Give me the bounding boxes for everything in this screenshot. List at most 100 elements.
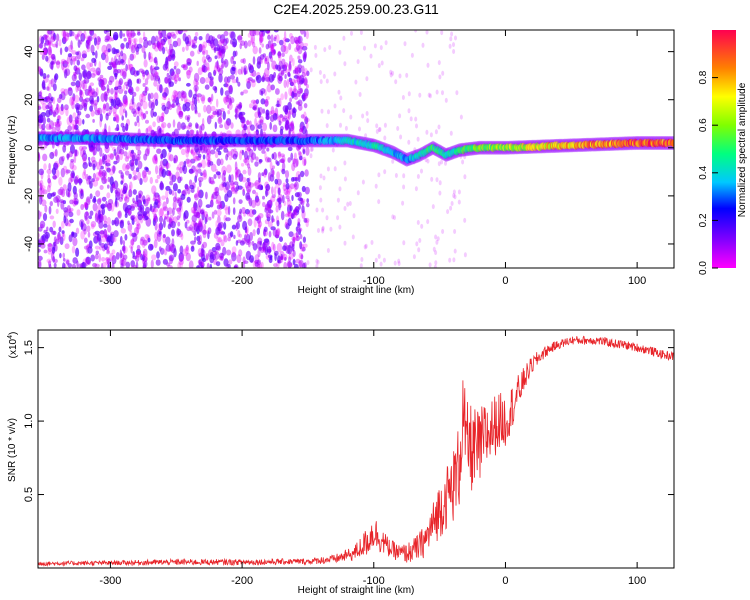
spectrogram-cell — [122, 84, 126, 92]
spectrogram-cell — [63, 69, 68, 79]
spectrogram-cell — [42, 47, 48, 55]
spectrogram-cell — [257, 249, 261, 258]
spectrogram-cell — [261, 172, 265, 177]
spectrogram-cell — [279, 114, 284, 118]
snr-multiplier-close: ) — [8, 332, 19, 335]
spectrogram-cell — [430, 176, 434, 182]
spectrogram-cell — [214, 61, 219, 69]
spectrogram-cell — [276, 228, 281, 236]
spectrogram-cell — [232, 207, 236, 216]
spectrogram-cell — [383, 135, 387, 141]
spectrogram-cell — [180, 93, 184, 102]
spectrogram-cell — [292, 236, 296, 243]
spectrogram-cell — [452, 257, 456, 263]
spectrogram-cell — [450, 201, 454, 206]
spectrogram-cell — [74, 149, 78, 157]
spectrogram-cell — [120, 43, 125, 49]
spectrogram-cell — [276, 178, 282, 186]
spectrogram-cell — [259, 116, 264, 123]
spectrogram-cell — [205, 191, 208, 200]
spectrogram-cell — [125, 123, 129, 131]
spectrogram-cell — [190, 158, 196, 164]
spectrogram-cell — [165, 236, 171, 245]
spectrogram-cell — [286, 68, 290, 76]
spectrogram-cell — [228, 98, 233, 106]
spectrogram-cell — [206, 150, 212, 158]
spectrogram-cell — [162, 92, 168, 98]
spectrogram-cell — [230, 66, 236, 75]
spectrogram-cell — [61, 30, 67, 38]
spectrogram-cell — [309, 67, 313, 73]
spectrogram-cell — [74, 67, 81, 75]
spectrogram-cell — [106, 235, 112, 242]
spectrogram-cell — [38, 124, 44, 130]
spectrogram-cell — [287, 218, 292, 226]
spectrogram-cell — [149, 203, 153, 211]
spectrogram-cell — [159, 207, 165, 217]
spectrogram-cell — [80, 57, 85, 62]
spectrogram-cell — [264, 98, 269, 108]
spectrogram-cell — [49, 151, 55, 160]
spectrogram-cell — [177, 221, 181, 227]
spectrogram-cell — [156, 204, 160, 209]
spectrogram-cell — [258, 47, 262, 54]
spectrogram-cell — [231, 252, 237, 262]
spectrogram-cell — [218, 201, 223, 209]
spectrogram-cell — [397, 258, 401, 264]
spectrogram-cell — [105, 162, 111, 167]
spectrogram-cell — [166, 72, 170, 78]
x-tick-label: 0 — [502, 275, 508, 287]
spectrogram-cell — [293, 263, 299, 268]
spectrogram-cell — [60, 167, 66, 178]
spectrogram-cell — [113, 111, 117, 117]
spectrogram-cell — [38, 104, 41, 109]
spectrogram-cell — [227, 102, 233, 111]
spectrogram-cell — [172, 200, 177, 210]
spectrogram-cell — [87, 259, 91, 266]
spectrogram-cell — [144, 215, 149, 221]
spectrogram-cell — [105, 200, 108, 208]
spectrogram-cell — [259, 36, 262, 46]
spectrogram-cell — [42, 213, 48, 221]
spectrogram-cell — [237, 230, 241, 238]
spectrogram-cell — [284, 121, 290, 129]
y-tick-label: 40 — [23, 46, 35, 58]
spectrogram-cell — [197, 198, 203, 208]
spectrogram-cell — [148, 243, 154, 251]
spectrogram-cell — [231, 224, 237, 230]
spectrogram-cell — [39, 42, 44, 49]
spectrogram-cell — [154, 66, 160, 71]
spectrogram-cell — [303, 217, 308, 223]
spectrogram-cell — [63, 215, 66, 224]
spectrogram-cell — [42, 189, 48, 195]
spectrogram-cell — [416, 136, 420, 142]
spectrogram-cell — [85, 256, 91, 265]
spectrogram-cell — [250, 72, 254, 77]
spectrogram-cell — [160, 153, 164, 160]
spectrogram-cell — [38, 119, 43, 123]
spectrogram-cell — [124, 97, 128, 106]
spectrogram-cell — [356, 59, 360, 65]
spectrogram-cell — [302, 52, 307, 60]
spectrogram-cell — [282, 37, 288, 42]
spectrogram-cell — [253, 182, 258, 186]
spectrogram-cell — [206, 152, 210, 162]
spectrogram-cell — [145, 127, 149, 134]
spectrogram-cell — [410, 52, 414, 58]
spectrogram-cell — [68, 114, 73, 123]
spectrogram-cell — [222, 110, 226, 120]
spectrogram-cell — [343, 206, 347, 211]
spectrogram-cell — [333, 71, 337, 77]
spectrogram-cell — [267, 209, 274, 214]
spectrogram-cell — [454, 35, 457, 41]
spectrogram-cell — [116, 154, 120, 164]
spectrogram-cell — [245, 239, 251, 245]
spectrogram-cell — [391, 214, 395, 220]
spectrogram-cell — [295, 230, 299, 238]
spectrogram-cell — [296, 74, 301, 80]
spectrogram-cell — [49, 120, 54, 130]
spectrogram-cell — [190, 148, 194, 155]
spectrogram-cell — [269, 44, 275, 53]
spectrogram-cell — [286, 199, 292, 208]
spectrogram-cell — [49, 36, 56, 43]
